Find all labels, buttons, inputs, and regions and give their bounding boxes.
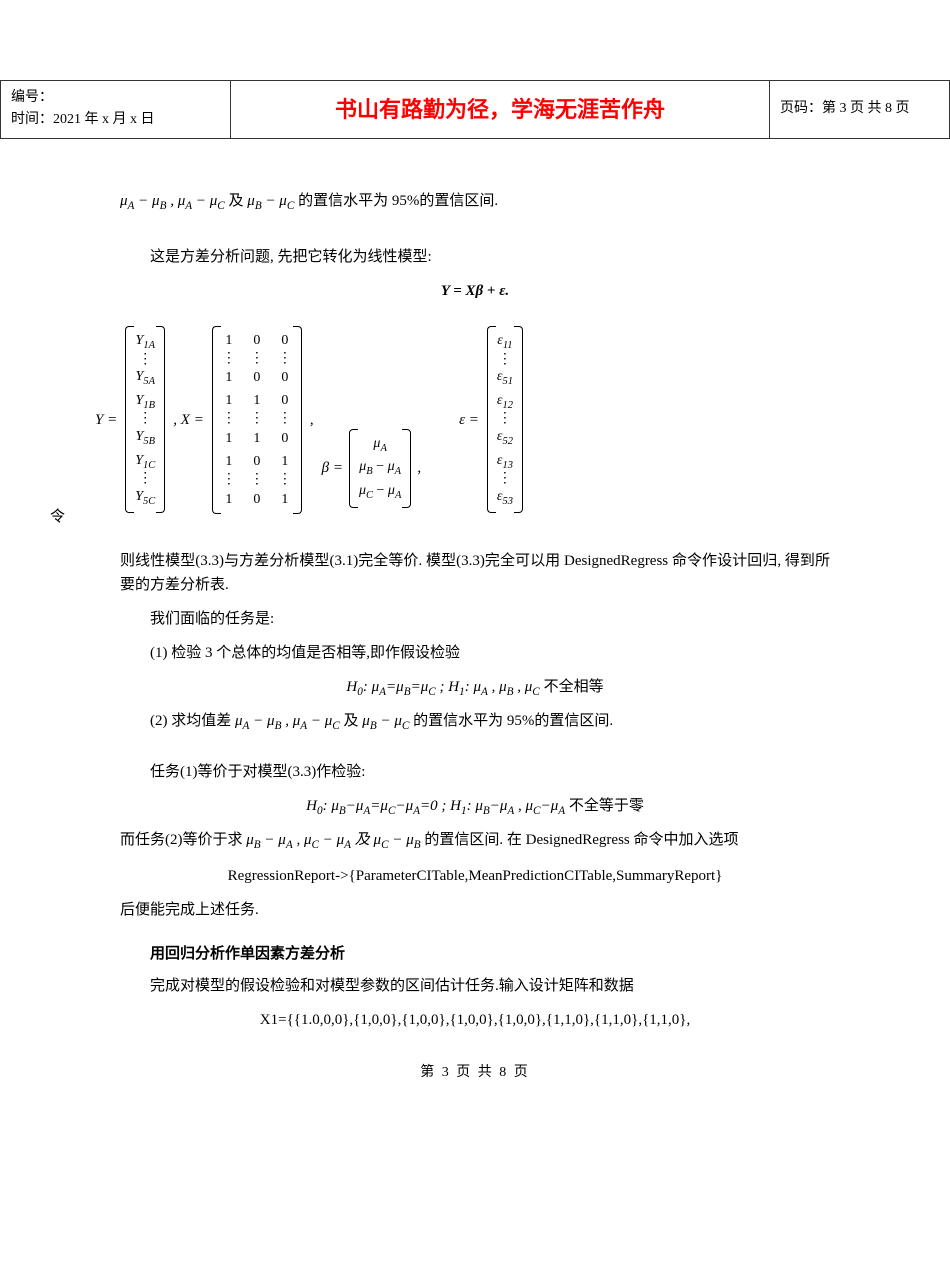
number-label: 编号： [11,87,220,109]
beta-matrix: μA μB − μA μC − μA [349,429,411,508]
after-option: 后便能完成上述任务. [120,898,830,922]
mu-diff-1: μA − μB , μA − μC [120,193,225,209]
comma2: , [310,408,314,432]
header-table: 编号： 时间：2021 年 x 月 x 日 书山有路勤为径，学海无涯苦作舟 页码… [0,80,950,139]
header-left-cell: 编号： 时间：2021 年 x 月 x 日 [1,81,231,139]
task2-equiv-prefix: 而任务(2)等价于求 [120,832,243,848]
eps-equals: ε = [459,408,479,432]
confidence-line: μA − μB , μA − μC 及 μB − μC 的置信水平为 95%的置… [120,189,830,215]
model-equiv: 则线性模型(3.3)与方差分析模型(3.1)完全等价. 模型(3.3)完全可以用… [120,549,830,597]
time-row: 时间：2021 年 x 月 x 日 [11,109,220,131]
x-matrix: 100 ⋮⋮⋮ 100 110 ⋮⋮⋮ 110 101 ⋮⋮⋮ 101 [212,326,302,514]
eps-matrix: ε11 ⋮ ε51 ε12 ⋮ ε52 ε13 ⋮ ε53 [487,326,523,513]
task-intro: 我们面临的任务是: [120,607,830,631]
h0-equation-2: H0: μB−μA=μC−μA=0 ; H1: μB−μA , μC−μA 不全… [120,794,830,820]
beta-block: β = μA μB − μA μC − μA , [322,429,422,514]
footer: 第 3 页 共 8 页 [120,1062,830,1084]
section-title: 用回归分析作单因素方差分析 [120,942,830,966]
page-label: 页码： [780,101,822,116]
task2-mid: 及 [344,713,359,729]
anova-intro: 这是方差分析问题, 先把它转化为线性模型: [120,245,830,269]
task1: (1) 检验 3 个总体的均值是否相等,即作假设检验 [120,641,830,665]
content: μA − μB , μA − μC 及 μB − μC 的置信水平为 95%的置… [0,189,950,1084]
section-intro: 完成对模型的假设检验和对模型参数的区间估计任务.输入设计矩阵和数据 [120,974,830,998]
task1-equiv: 任务(1)等价于对模型(3.3)作检验: [120,760,830,784]
ling-label: 令 [50,505,65,529]
header-center-cell: 书山有路勤为径，学海无涯苦作舟 [231,81,770,139]
h0-eq2-suffix: 不全等于零 [569,798,644,814]
x-equals: , X = [173,408,204,432]
task2-suffix: 的置信水平为 95%的置信区间. [413,713,613,729]
model-equation: Y = Xβ + ε. [120,279,830,303]
h0-eq1-suffix: 不全相等 [544,679,604,695]
y-matrix: Y1A ⋮ Y5A Y1B ⋮ Y5B Y1C ⋮ Y5C [125,326,165,513]
task2-line: (2) 求均值差 μA − μB , μA − μC 及 μB − μC 的置信… [120,709,830,735]
task2-prefix: (2) 求均值差 [150,713,231,729]
h0-equation-1: H0: μA=μB=μC ; H1: μA , μB , μC 不全相等 [120,675,830,701]
matrix-row: Y = Y1A ⋮ Y5A Y1B ⋮ Y5B Y1C ⋮ Y5C , X = … [95,326,523,514]
time-value: 2021 年 x 月 x 日 [53,112,155,127]
header-right-cell: 页码：第 3 页 共 8 页 [770,81,950,139]
task2-equiv-suffix: 的置信区间. 在 DesignedRegress 命令中加入选项 [424,832,738,848]
regression-option: RegressionReport->{ParameterCITable,Mean… [120,864,830,888]
y-equals: Y = [95,408,117,432]
header-title: 书山有路勤为径，学海无涯苦作舟 [335,97,665,122]
confidence-intro: 的置信水平为 95%的置信区间. [298,193,498,209]
matrix-container: 令 Y = Y1A ⋮ Y5A Y1B ⋮ Y5B Y1C ⋮ Y5C , X … [120,311,830,529]
mu-diff-2: μB − μC [247,193,294,209]
model-eq-text: Y = Xβ + ε. [441,283,509,299]
page-value: 第 3 页 共 8 页 [822,101,910,116]
x1-data: X1={{1.0,0,0},{1,0,0},{1,0,0},{1,0,0},{1… [120,1008,830,1032]
time-label: 时间： [11,112,53,127]
task2-equiv-line: 而任务(2)等价于求 μB − μA , μC − μA 及 μC − μB 的… [120,828,830,854]
